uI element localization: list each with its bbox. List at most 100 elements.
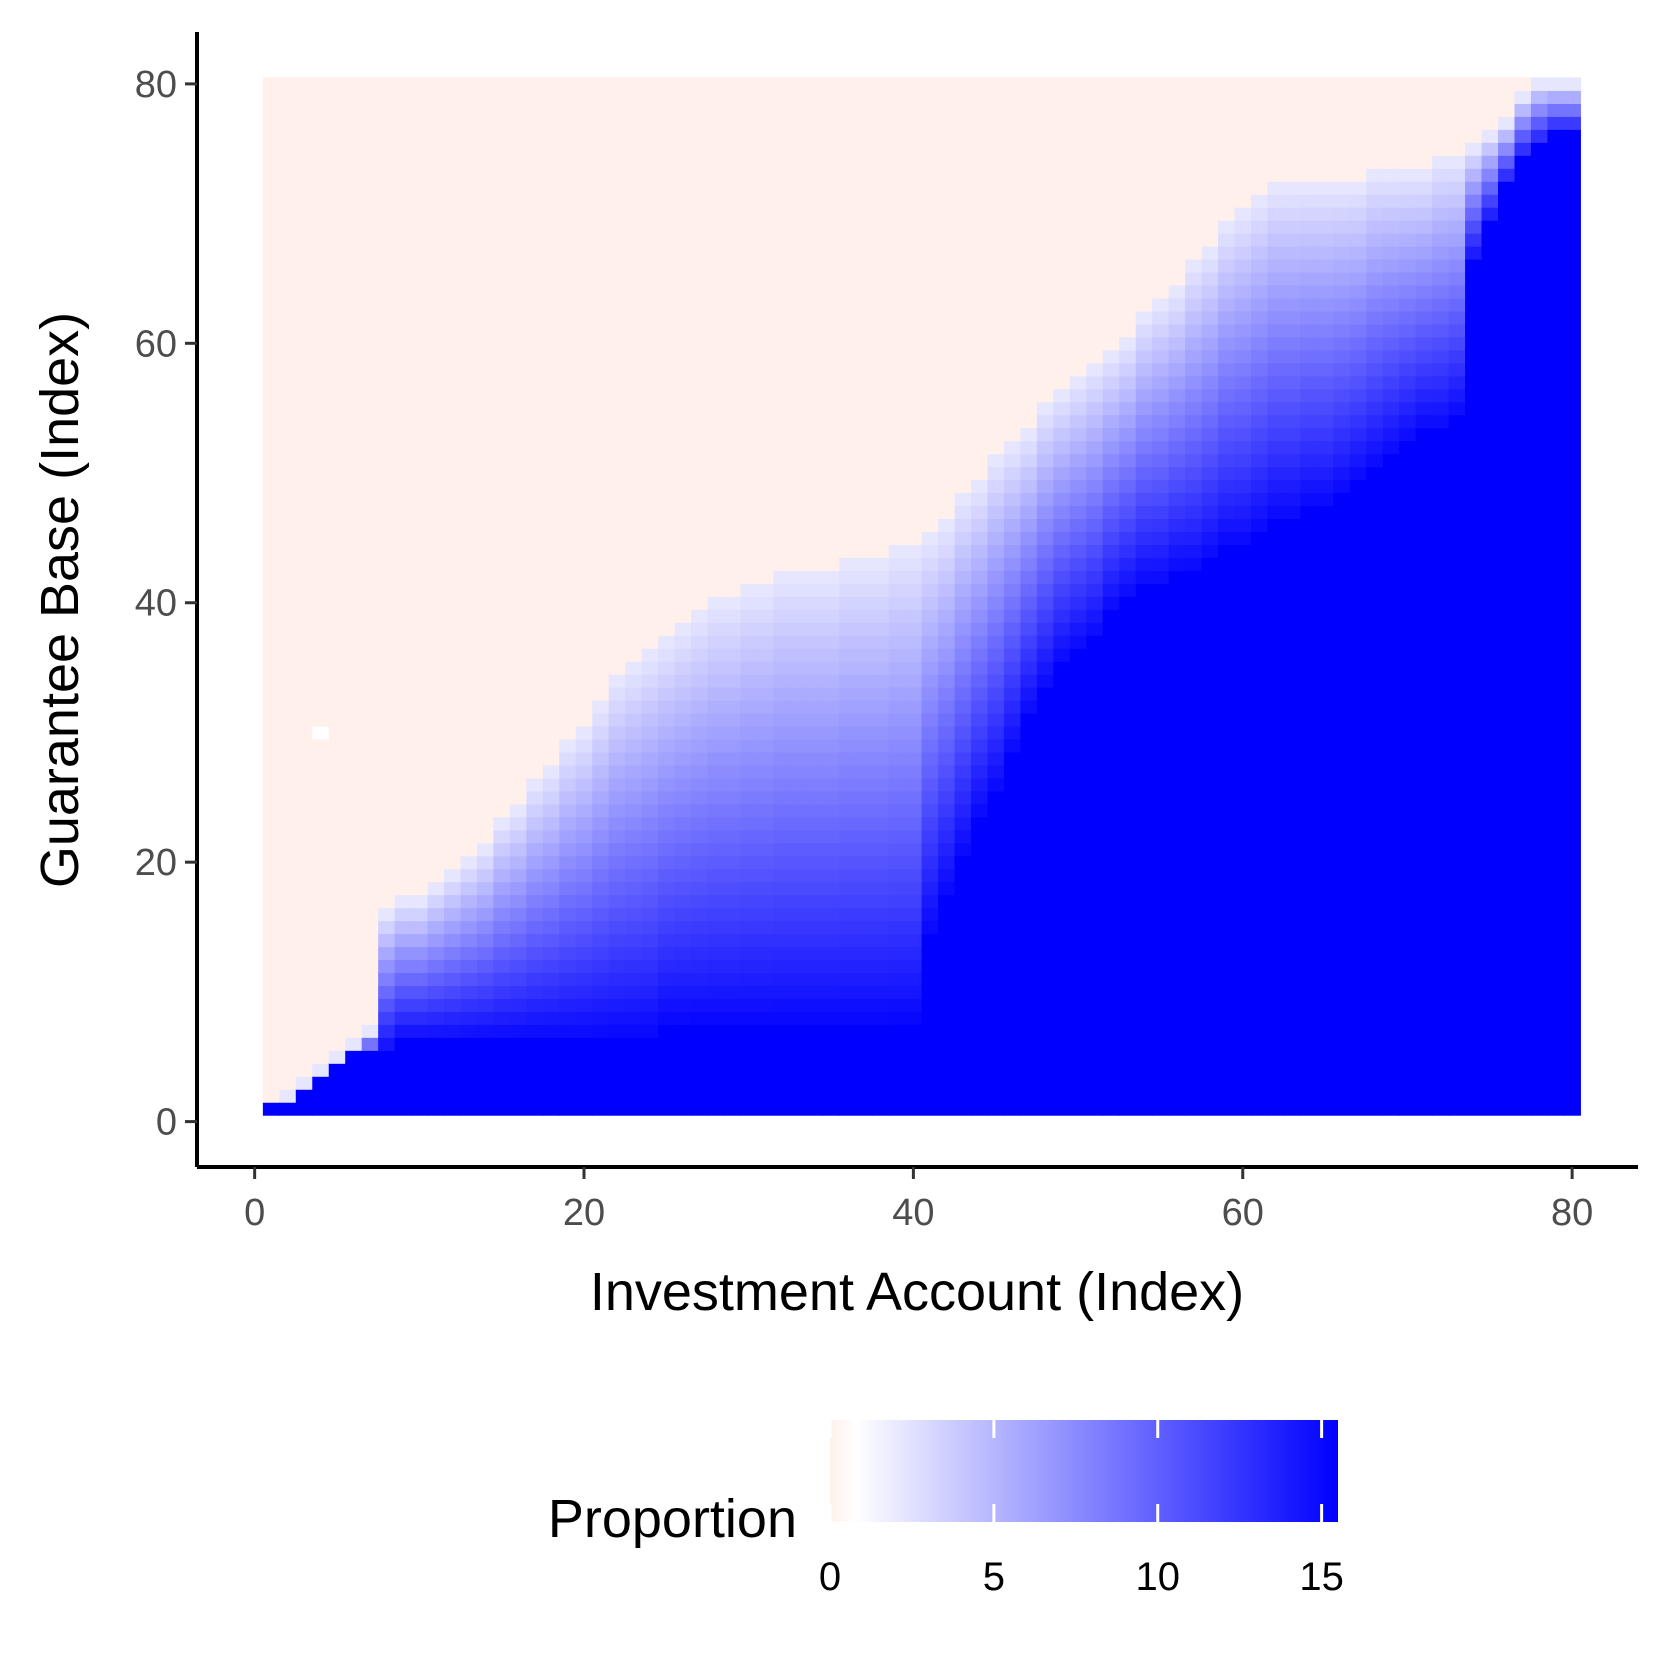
heatmap-cell bbox=[756, 790, 774, 805]
heatmap-cell bbox=[1250, 362, 1269, 377]
heatmap-cell bbox=[1135, 155, 1153, 169]
heatmap-cell bbox=[1069, 713, 1087, 727]
heatmap-cell bbox=[1036, 453, 1054, 468]
heatmap-cell bbox=[328, 700, 346, 714]
heatmap-cell bbox=[279, 544, 297, 558]
heatmap-cell bbox=[444, 181, 462, 195]
heatmap-cell bbox=[971, 635, 989, 649]
heatmap-cell bbox=[1201, 777, 1219, 792]
heatmap-cell bbox=[460, 116, 478, 130]
heatmap-cell bbox=[1135, 220, 1153, 234]
heatmap-cell bbox=[905, 713, 923, 727]
heatmap-cell bbox=[773, 907, 791, 922]
heatmap-cell bbox=[855, 635, 873, 649]
heatmap-cell bbox=[411, 609, 429, 623]
heatmap-cell bbox=[1201, 427, 1219, 442]
heatmap-cell bbox=[1283, 1063, 1301, 1077]
heatmap-cell bbox=[345, 622, 363, 636]
heatmap-cell bbox=[608, 894, 626, 909]
heatmap-cell bbox=[345, 1076, 363, 1090]
heatmap-cell bbox=[888, 323, 906, 338]
heatmap-cell bbox=[361, 427, 379, 442]
heatmap-cell bbox=[394, 103, 412, 117]
heatmap-cell bbox=[493, 284, 511, 299]
heatmap-cell bbox=[822, 959, 840, 974]
heatmap-cell bbox=[971, 609, 989, 623]
heatmap-cell bbox=[312, 959, 330, 974]
heatmap-cell bbox=[954, 985, 972, 999]
heatmap-cell bbox=[905, 1076, 923, 1090]
heatmap-cell bbox=[1267, 622, 1285, 636]
heatmap-cell bbox=[476, 609, 495, 623]
heatmap-cell bbox=[658, 842, 676, 857]
heatmap-cell bbox=[1119, 284, 1137, 299]
heatmap-cell bbox=[1234, 596, 1252, 610]
heatmap-cell bbox=[938, 829, 956, 844]
heatmap-cell bbox=[641, 336, 659, 351]
heatmap-cell bbox=[625, 362, 643, 377]
heatmap-cell bbox=[855, 648, 873, 662]
heatmap-cell bbox=[888, 259, 906, 273]
heatmap-cell bbox=[509, 142, 527, 156]
heatmap-cell bbox=[855, 972, 873, 986]
heatmap-cell bbox=[773, 777, 791, 792]
heatmap-cell bbox=[1201, 894, 1219, 909]
heatmap-cell bbox=[938, 271, 956, 286]
heatmap-cell bbox=[509, 998, 527, 1012]
heatmap-cell bbox=[1069, 881, 1087, 896]
heatmap-cell bbox=[938, 764, 956, 779]
heatmap-cell bbox=[905, 946, 923, 961]
heatmap-cell bbox=[1020, 920, 1038, 935]
heatmap-cell bbox=[1250, 310, 1269, 325]
heatmap-cell bbox=[806, 466, 824, 481]
heatmap-cell bbox=[1135, 1011, 1153, 1025]
heatmap-cell bbox=[312, 349, 330, 364]
heatmap-cell bbox=[938, 946, 956, 961]
heatmap-cell bbox=[1119, 77, 1137, 91]
heatmap-cell bbox=[1086, 349, 1104, 364]
heatmap-cell bbox=[674, 557, 692, 571]
heatmap-cell bbox=[1185, 77, 1203, 91]
heatmap-cell bbox=[872, 142, 890, 156]
heatmap-cell bbox=[345, 103, 363, 117]
heatmap-cell bbox=[608, 388, 626, 403]
heatmap-cell bbox=[444, 479, 462, 494]
heatmap-cell bbox=[526, 920, 544, 935]
heatmap-cell bbox=[608, 1024, 626, 1038]
heatmap-cell bbox=[1168, 453, 1186, 468]
heatmap-cell bbox=[411, 401, 429, 416]
heatmap-cell bbox=[526, 1089, 544, 1103]
heatmap-cell bbox=[1168, 414, 1186, 429]
heatmap-cell bbox=[921, 985, 939, 999]
heatmap-cell bbox=[1069, 622, 1087, 636]
heatmap-cell bbox=[444, 116, 462, 130]
heatmap-cell bbox=[1218, 116, 1236, 130]
heatmap-cell bbox=[575, 738, 593, 753]
heatmap-cell bbox=[971, 985, 989, 999]
heatmap-cell bbox=[1036, 505, 1054, 520]
heatmap-cell bbox=[526, 310, 544, 325]
heatmap-cell bbox=[1234, 816, 1252, 831]
heatmap-cell bbox=[394, 842, 412, 857]
heatmap-cell bbox=[740, 803, 758, 818]
heatmap-cell bbox=[1250, 129, 1269, 143]
heatmap-cell bbox=[1086, 388, 1104, 403]
heatmap-cell bbox=[1020, 220, 1038, 234]
heatmap-cell bbox=[1102, 1076, 1120, 1090]
heatmap-cell bbox=[658, 505, 676, 520]
heatmap-cell bbox=[427, 129, 445, 143]
heatmap-cell bbox=[1053, 505, 1071, 520]
heatmap-cell bbox=[987, 894, 1005, 909]
heatmap-cell bbox=[1185, 207, 1203, 221]
heatmap-cell bbox=[328, 687, 346, 701]
heatmap-cell bbox=[1250, 505, 1269, 520]
heatmap-cell bbox=[411, 271, 429, 286]
heatmap-cell bbox=[509, 868, 527, 883]
heatmap-cell bbox=[839, 609, 857, 623]
heatmap-cell bbox=[262, 388, 280, 403]
heatmap-cell bbox=[1119, 570, 1137, 584]
heatmap-cell bbox=[855, 168, 873, 182]
heatmap-cell bbox=[262, 946, 280, 961]
heatmap-cell bbox=[345, 271, 363, 286]
heatmap-cell bbox=[822, 1024, 840, 1038]
